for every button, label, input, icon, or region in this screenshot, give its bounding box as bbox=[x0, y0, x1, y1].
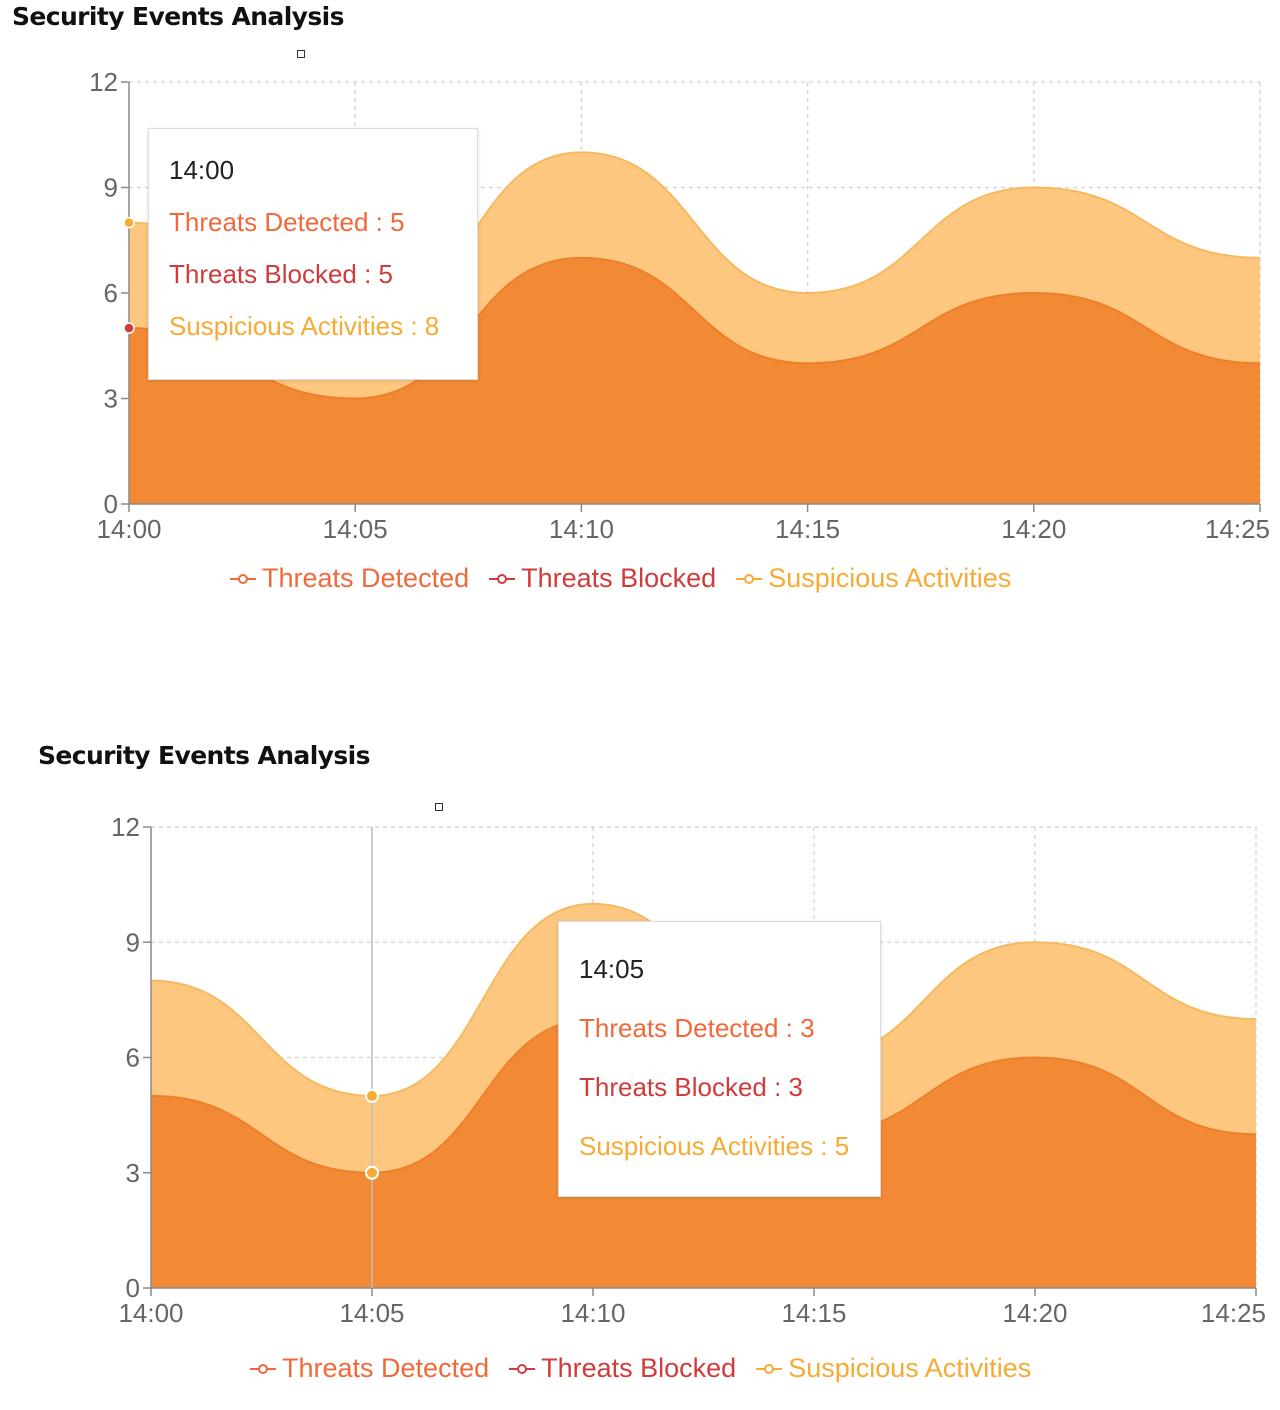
tooltip-row-threats-detected: Threats Detected : 3 bbox=[579, 1013, 815, 1043]
legend-label: Suspicious Activities bbox=[788, 1353, 1032, 1383]
active-point-suspicious-activities bbox=[123, 216, 135, 229]
y-tick-label: 9 bbox=[126, 927, 140, 957]
y-tick-label: 12 bbox=[89, 67, 118, 97]
x-tick-label: 14:15 bbox=[775, 514, 840, 544]
legend-item-suspicious-activities[interactable]: Suspicious Activities bbox=[736, 563, 1011, 594]
tooltip-row-suspicious-activities: Suspicious Activities : 5 bbox=[579, 1131, 850, 1161]
legend-item-suspicious-activities[interactable]: Suspicious Activities bbox=[756, 1353, 1031, 1384]
active-point-threats-detected bbox=[365, 1165, 379, 1180]
chart-tooltip: 14:00 Threats Detected : 5 Threats Block… bbox=[148, 128, 478, 380]
line-marker-icon bbox=[736, 572, 763, 586]
tooltip-row-suspicious-activities: Suspicious Activities : 8 bbox=[169, 311, 440, 341]
square-marker-icon bbox=[297, 50, 305, 58]
chart-legend: Threats Detected Threats Blocked Suspici… bbox=[230, 563, 1031, 594]
y-tick-label: 12 bbox=[111, 812, 140, 842]
chart-legend: Threats Detected Threats Blocked Suspici… bbox=[250, 1353, 1051, 1384]
legend-item-threats-blocked[interactable]: Threats Blocked bbox=[509, 1353, 736, 1384]
x-tick-label: 14:10 bbox=[549, 514, 614, 544]
x-tick-label: 14:20 bbox=[1001, 514, 1066, 544]
legend-label: Suspicious Activities bbox=[768, 563, 1012, 593]
legend-label: Threats Blocked bbox=[521, 563, 717, 593]
tooltip-title: 14:05 bbox=[579, 954, 645, 984]
chart-title: Security Events Analysis bbox=[12, 2, 345, 31]
line-marker-icon bbox=[509, 1362, 536, 1376]
legend-label: Threats Detected bbox=[282, 1353, 490, 1383]
legend-label: Threats Detected bbox=[262, 563, 470, 593]
y-tick-label: 9 bbox=[104, 173, 118, 203]
y-tick-label: 0 bbox=[104, 489, 118, 519]
line-marker-icon bbox=[489, 572, 516, 586]
line-marker-icon bbox=[756, 1362, 783, 1376]
x-tick-label: 14:25 bbox=[1201, 1298, 1266, 1328]
tooltip-row-threats-detected: Threats Detected : 5 bbox=[169, 207, 405, 237]
chart-panel-1: Security Events Analysis 0 3 6 9 12 14:00 14:0… bbox=[12, 2, 1270, 594]
line-marker-icon bbox=[230, 572, 256, 586]
y-tick-label: 6 bbox=[126, 1043, 140, 1073]
chart-tooltip: 14:05 Threats Detected : 3 Threats Block… bbox=[558, 921, 881, 1197]
chart-panel-2: Security Events Analysis 0 3 6 9 12 14:00 14:0… bbox=[0, 705, 1280, 1410]
square-marker-icon bbox=[435, 803, 443, 811]
y-tick-label: 6 bbox=[104, 278, 118, 308]
line-marker-icon bbox=[250, 1362, 276, 1376]
legend-item-threats-detected[interactable]: Threats Detected bbox=[230, 563, 469, 594]
active-point-threats-blocked bbox=[123, 322, 135, 334]
y-tick-label: 3 bbox=[126, 1158, 140, 1188]
x-tick-label: 14:15 bbox=[781, 1298, 846, 1328]
series-line-threats-detected bbox=[128, 256, 1261, 400]
area-threats bbox=[129, 257, 1260, 504]
x-tick-label: 14:05 bbox=[323, 514, 388, 544]
x-tick-label: 14:00 bbox=[96, 514, 161, 544]
y-tick-label: 3 bbox=[104, 384, 118, 414]
legend-label: Threats Blocked bbox=[541, 1353, 737, 1383]
legend-item-threats-blocked[interactable]: Threats Blocked bbox=[489, 563, 716, 594]
x-tick-label: 14:25 bbox=[1205, 514, 1270, 544]
chart-title: Security Events Analysis bbox=[38, 741, 371, 770]
tooltip-row-threats-blocked: Threats Blocked : 5 bbox=[169, 259, 393, 289]
legend-item-threats-detected[interactable]: Threats Detected bbox=[250, 1353, 489, 1384]
tooltip-row-threats-blocked: Threats Blocked : 3 bbox=[579, 1072, 803, 1102]
tooltip-title: 14:00 bbox=[169, 155, 235, 185]
x-tick-label: 14:00 bbox=[118, 1298, 183, 1328]
active-point-suspicious-activities bbox=[365, 1088, 379, 1103]
x-tick-label: 14:20 bbox=[1002, 1298, 1067, 1328]
y-tick-label: 0 bbox=[126, 1273, 140, 1303]
x-tick-label: 14:05 bbox=[339, 1298, 404, 1328]
x-tick-label: 14:10 bbox=[560, 1298, 625, 1328]
